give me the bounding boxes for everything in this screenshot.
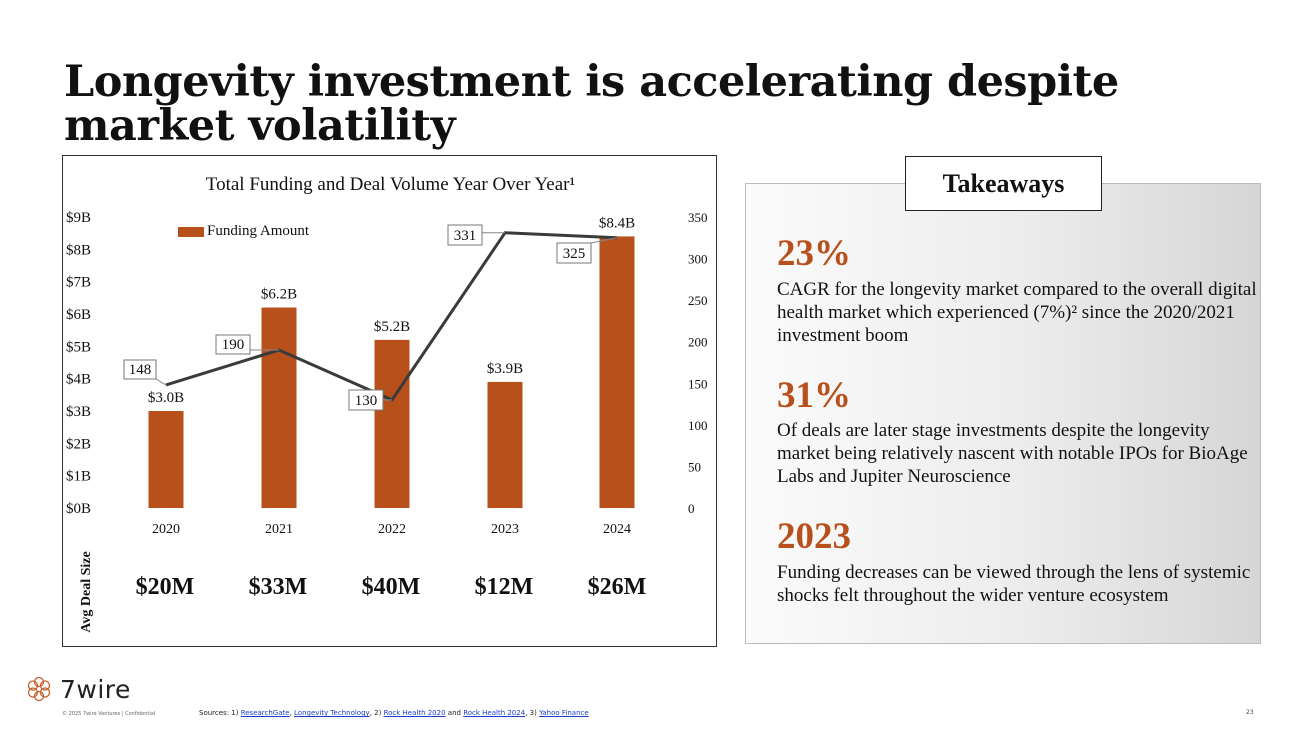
right-axis-tick-label: 200 [688, 335, 708, 350]
deal-volume-callout-leader [590, 237, 618, 244]
deal-volume-label: 148 [129, 362, 152, 378]
takeaway-stat-1: 23% [777, 233, 851, 274]
x-axis-tick-label: 2020 [152, 522, 180, 537]
deal-volume-label: 190 [222, 337, 245, 353]
chart-title: Total Funding and Deal Volume Year Over … [205, 174, 576, 195]
funding-bar-label: $5.2B [374, 319, 410, 335]
deal-volume-callout-box [123, 359, 157, 380]
left-axis-tick-label: $5B [66, 339, 91, 355]
takeaway-text-1: CAGR for the longevity market compared t… [777, 279, 1257, 346]
right-axis-tick-label: 50 [688, 459, 701, 474]
avg-deal-size-2022: $40M [361, 574, 421, 600]
avg-deal-size-2021: $33M [248, 574, 308, 600]
sources: Sources: 1) ResearchGate, Longevity Tech… [199, 709, 589, 717]
deal-volume-label: 130 [355, 393, 378, 409]
chart-legend: Funding Amount [178, 223, 309, 240]
deal-volume-label: 325 [563, 246, 586, 262]
x-axis-tick-label: 2024 [603, 522, 631, 537]
right-axis-tick-label: 100 [688, 418, 708, 433]
right-axis-tick-label: 250 [688, 293, 708, 308]
source-link-yahoo-finance[interactable]: Yahoo Finance [539, 709, 589, 717]
sources-sep: , 2) [369, 709, 384, 717]
right-axis-tick-label: 350 [688, 210, 708, 225]
sources-sep: , [289, 709, 295, 717]
left-axis-tick-label: $7B [66, 275, 91, 291]
company-logo: 7wire [24, 674, 131, 704]
legend-swatch [178, 226, 204, 237]
funding-bar-2022 [374, 339, 410, 508]
x-axis-tick-label: 2023 [491, 522, 519, 537]
left-axis-tick-label: $4B [66, 372, 91, 388]
source-link-rock-health-2020[interactable]: Rock Health 2020 [383, 709, 446, 717]
sources-prefix: Sources: 1) [199, 709, 241, 717]
avg-deal-size-2020: $20M [135, 574, 195, 600]
right-axis-tick-label: 300 [688, 252, 708, 267]
left-axis-tick-label: $1B [66, 469, 91, 485]
sources-sep: , 3) [525, 709, 540, 717]
takeaway-stat-2: 31% [777, 375, 851, 416]
left-axis-tick-label: $3B [66, 404, 91, 420]
takeaways-panel [745, 183, 1261, 644]
deal-volume-callout-leader [155, 378, 167, 386]
copyright: © 2025 7wire Ventures | Confidential [62, 711, 156, 717]
funding-bar-label: $3.0B [148, 390, 184, 406]
right-axis-tick-label: 0 [688, 501, 695, 516]
deal-volume-callout-box [348, 389, 384, 411]
deal-volume-callout-box [447, 224, 483, 246]
source-link-rock-health-2024[interactable]: Rock Health 2024 [463, 709, 526, 717]
chart-container: $0B $1B $2B $3B $4B $5B $6B $7B $8B $9B 0 50 100 150 2… [62, 155, 717, 647]
source-link-researchgate[interactable]: ResearchGate [240, 709, 290, 717]
funding-deal-chart: $0B $1B $2B $3B $4B $5B $6B $7B $8B $9B 0 50 100 150 2… [66, 210, 708, 537]
source-link-longevity-technology[interactable]: Longevity Technology [294, 709, 370, 717]
deal-volume-callout-box [215, 334, 251, 355]
funding-bar-label: $3.9B [487, 361, 523, 377]
page-number: 23 [1246, 709, 1254, 716]
deal-volume-callout-box [556, 242, 592, 264]
left-axis-tick-label: $6B [66, 307, 91, 323]
avg-deal-size-label: Avg Deal Size [79, 551, 94, 633]
page-title: Longevity investment is accelerating des… [64, 57, 1119, 151]
right-axis-tick-label: 150 [688, 376, 708, 391]
x-axis-tick-label: 2022 [378, 522, 406, 537]
avg-deal-size-2024: $26M [587, 574, 647, 600]
funding-bar-label: $6.2B [261, 287, 297, 303]
deal-volume-label: 331 [454, 228, 477, 244]
left-axis-tick-label: $9B [66, 210, 91, 226]
takeaways-header: Takeaways [905, 156, 1102, 211]
legend-label: Funding Amount [207, 223, 310, 239]
funding-bar-label: $8.4B [599, 215, 635, 231]
takeaway-text-3: Funding decreases can be viewed through … [777, 562, 1251, 606]
left-axis-tick-label: $0B [66, 501, 91, 517]
x-axis-tick-label: 2021 [265, 522, 293, 537]
avg-deal-size-label-box: Avg Deal Size [67, 551, 107, 632]
left-axis-tick-label: $2B [66, 436, 91, 452]
funding-bar-2020 [148, 411, 184, 508]
sources-sep: and [445, 709, 464, 717]
hexagon-cluster-icon [27, 676, 51, 702]
takeaway-stat-3: 2023 [777, 516, 851, 557]
funding-bar-2024 [599, 236, 635, 508]
avg-deal-size-2023: $12M [474, 574, 534, 600]
takeaway-text-2: Of deals are later stage investments des… [777, 420, 1248, 487]
logo-text: 7wire [60, 674, 131, 704]
funding-bar-2023 [487, 381, 523, 508]
left-axis-tick-label: $8B [66, 242, 91, 258]
funding-bar-2021 [261, 307, 297, 508]
